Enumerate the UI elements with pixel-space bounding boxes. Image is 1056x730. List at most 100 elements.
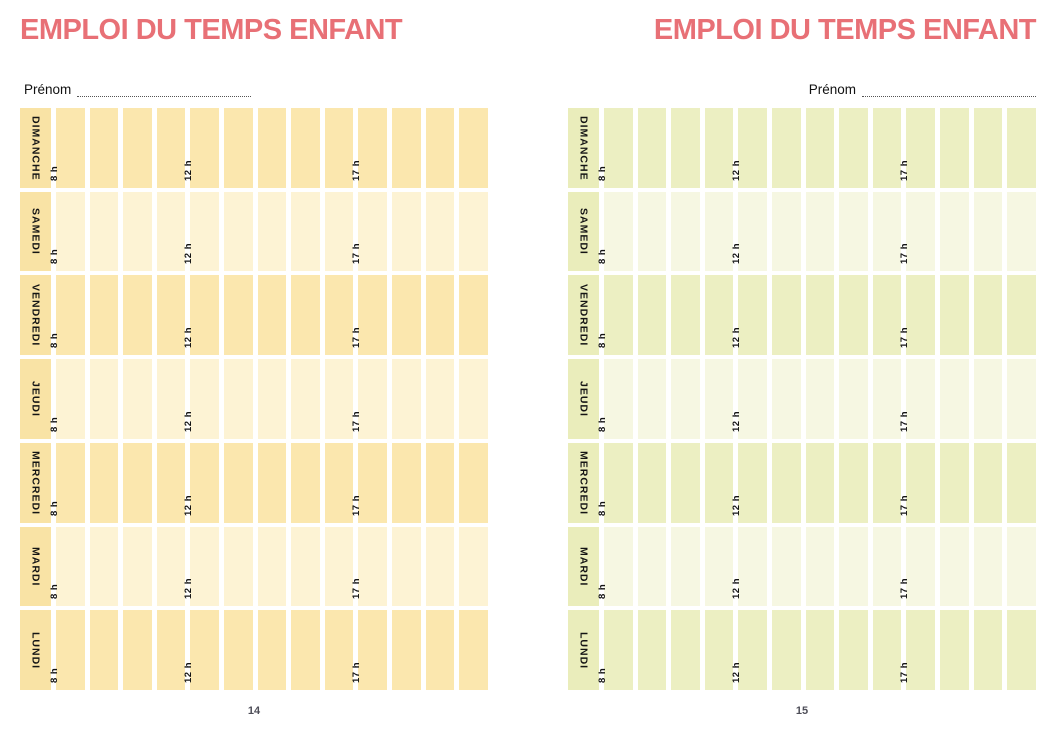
hour-label: 8 h xyxy=(49,165,60,181)
schedule-cell xyxy=(872,610,902,691)
schedule-cell: 8 h xyxy=(49,108,85,188)
day-header-cell: LUNDI xyxy=(568,610,599,691)
schedule-cell: 8 h xyxy=(597,108,633,188)
schedule-cell: 12 h xyxy=(183,191,220,272)
hour-label: 17 h xyxy=(899,662,911,684)
schedule-cell: 12 h xyxy=(183,359,220,439)
day-header-cell: VENDREDI xyxy=(20,275,51,356)
hour-label: 17 h xyxy=(351,578,363,600)
schedule-row: JEUDI 8 h 12 h 17 h xyxy=(568,359,1036,439)
schedule-cell xyxy=(123,191,152,272)
schedule-cell xyxy=(1007,610,1036,691)
page-title: EMPLOI DU TEMPS ENFANT xyxy=(653,14,1037,46)
schedule-cell xyxy=(872,442,902,523)
schedule-cell xyxy=(671,108,700,188)
schedule-cell xyxy=(459,610,488,691)
schedule-row: MERCREDI 8 h 12 h 17 h xyxy=(20,442,488,523)
schedule-cell xyxy=(123,275,152,356)
schedule-cell xyxy=(704,442,734,523)
schedule-cell: 8 h xyxy=(49,191,85,272)
schedule-cell xyxy=(1007,191,1036,272)
schedule-cell xyxy=(772,108,801,188)
name-field-row: Prénom xyxy=(20,83,488,97)
schedule-cell xyxy=(637,275,667,356)
day-header-cell: MERCREDI xyxy=(568,442,599,523)
schedule-cell xyxy=(704,526,734,607)
day-header-cell: DIMANCHE xyxy=(20,108,51,188)
schedule-cell xyxy=(805,275,835,356)
schedule-cell xyxy=(324,610,354,691)
schedule-cell xyxy=(392,526,421,607)
name-field-label: Prénom xyxy=(808,82,856,97)
schedule-cell xyxy=(425,191,455,272)
schedule-cell xyxy=(324,526,354,607)
schedule-cell xyxy=(839,526,868,607)
name-field-label: Prénom xyxy=(24,82,72,97)
schedule-row: MARDI 8 h 12 h 17 h xyxy=(568,526,1036,607)
schedule-cell xyxy=(224,442,253,523)
schedule-cell: 17 h xyxy=(899,610,936,691)
day-header-cell: SAMEDI xyxy=(20,191,51,272)
schedule-cell xyxy=(89,191,119,272)
hour-label: 17 h xyxy=(899,578,911,600)
hour-label: 17 h xyxy=(899,410,911,432)
hour-label: 17 h xyxy=(899,494,911,516)
schedule-cell xyxy=(940,359,969,439)
schedule-cell xyxy=(704,108,734,188)
hour-label: 12 h xyxy=(731,159,743,181)
schedule-cell xyxy=(224,359,253,439)
schedule-row: LUNDI 8 h 12 h 17 h xyxy=(568,610,1036,691)
schedule-cell xyxy=(704,275,734,356)
schedule-cell xyxy=(156,610,186,691)
schedule-cell xyxy=(291,526,320,607)
hour-label: 12 h xyxy=(183,578,195,600)
schedule-cell xyxy=(973,526,1003,607)
schedule-row: DIMANCHE 8 h 12 h 17 h xyxy=(568,108,1036,188)
hour-label: 12 h xyxy=(731,578,743,600)
schedule-cell: 12 h xyxy=(731,610,768,691)
hour-label: 17 h xyxy=(899,159,911,181)
hour-label: 8 h xyxy=(49,416,60,432)
day-label: MARDI xyxy=(29,546,42,587)
schedule-cell xyxy=(839,359,868,439)
schedule-cell xyxy=(291,275,320,356)
schedule-row: DIMANCHE 8 h 12 h 17 h xyxy=(20,108,488,188)
schedule-cell xyxy=(671,359,700,439)
hour-label: 12 h xyxy=(183,327,195,349)
schedule-cell: 17 h xyxy=(899,191,936,272)
hour-label: 12 h xyxy=(731,494,743,516)
page-number: 14 xyxy=(247,705,261,717)
day-label: DIMANCHE xyxy=(29,115,42,181)
schedule-cell: 17 h xyxy=(351,442,388,523)
schedule-cell xyxy=(459,108,488,188)
schedule-cell xyxy=(772,191,801,272)
schedule-cell xyxy=(772,526,801,607)
schedule-cell xyxy=(805,526,835,607)
hour-label: 17 h xyxy=(351,159,363,181)
schedule-row: JEUDI 8 h 12 h 17 h xyxy=(20,359,488,439)
day-label: VENDREDI xyxy=(29,284,42,347)
hour-label: 17 h xyxy=(351,410,363,432)
schedule-cell xyxy=(291,442,320,523)
schedule-cell xyxy=(872,275,902,356)
hour-label: 12 h xyxy=(731,410,743,432)
hour-label: 8 h xyxy=(597,249,608,265)
hour-label: 8 h xyxy=(597,667,608,684)
schedule-cell xyxy=(224,526,253,607)
day-label: DIMANCHE xyxy=(577,115,590,181)
hour-label: 8 h xyxy=(597,332,608,349)
schedule-cell: 8 h xyxy=(597,191,633,272)
hour-label: 12 h xyxy=(731,243,743,265)
schedule-cell: 12 h xyxy=(731,526,768,607)
schedule-cell xyxy=(89,526,119,607)
schedule-cell xyxy=(637,108,667,188)
hour-label: 8 h xyxy=(49,249,60,265)
schedule-cell: 17 h xyxy=(351,610,388,691)
schedule-cell xyxy=(156,442,186,523)
schedule-cell xyxy=(156,359,186,439)
day-label: VENDREDI xyxy=(577,284,590,347)
schedule-cell: 8 h xyxy=(597,275,633,356)
schedule-cell xyxy=(291,191,320,272)
schedule-cell: 12 h xyxy=(731,191,768,272)
name-fill-line xyxy=(862,85,1036,97)
